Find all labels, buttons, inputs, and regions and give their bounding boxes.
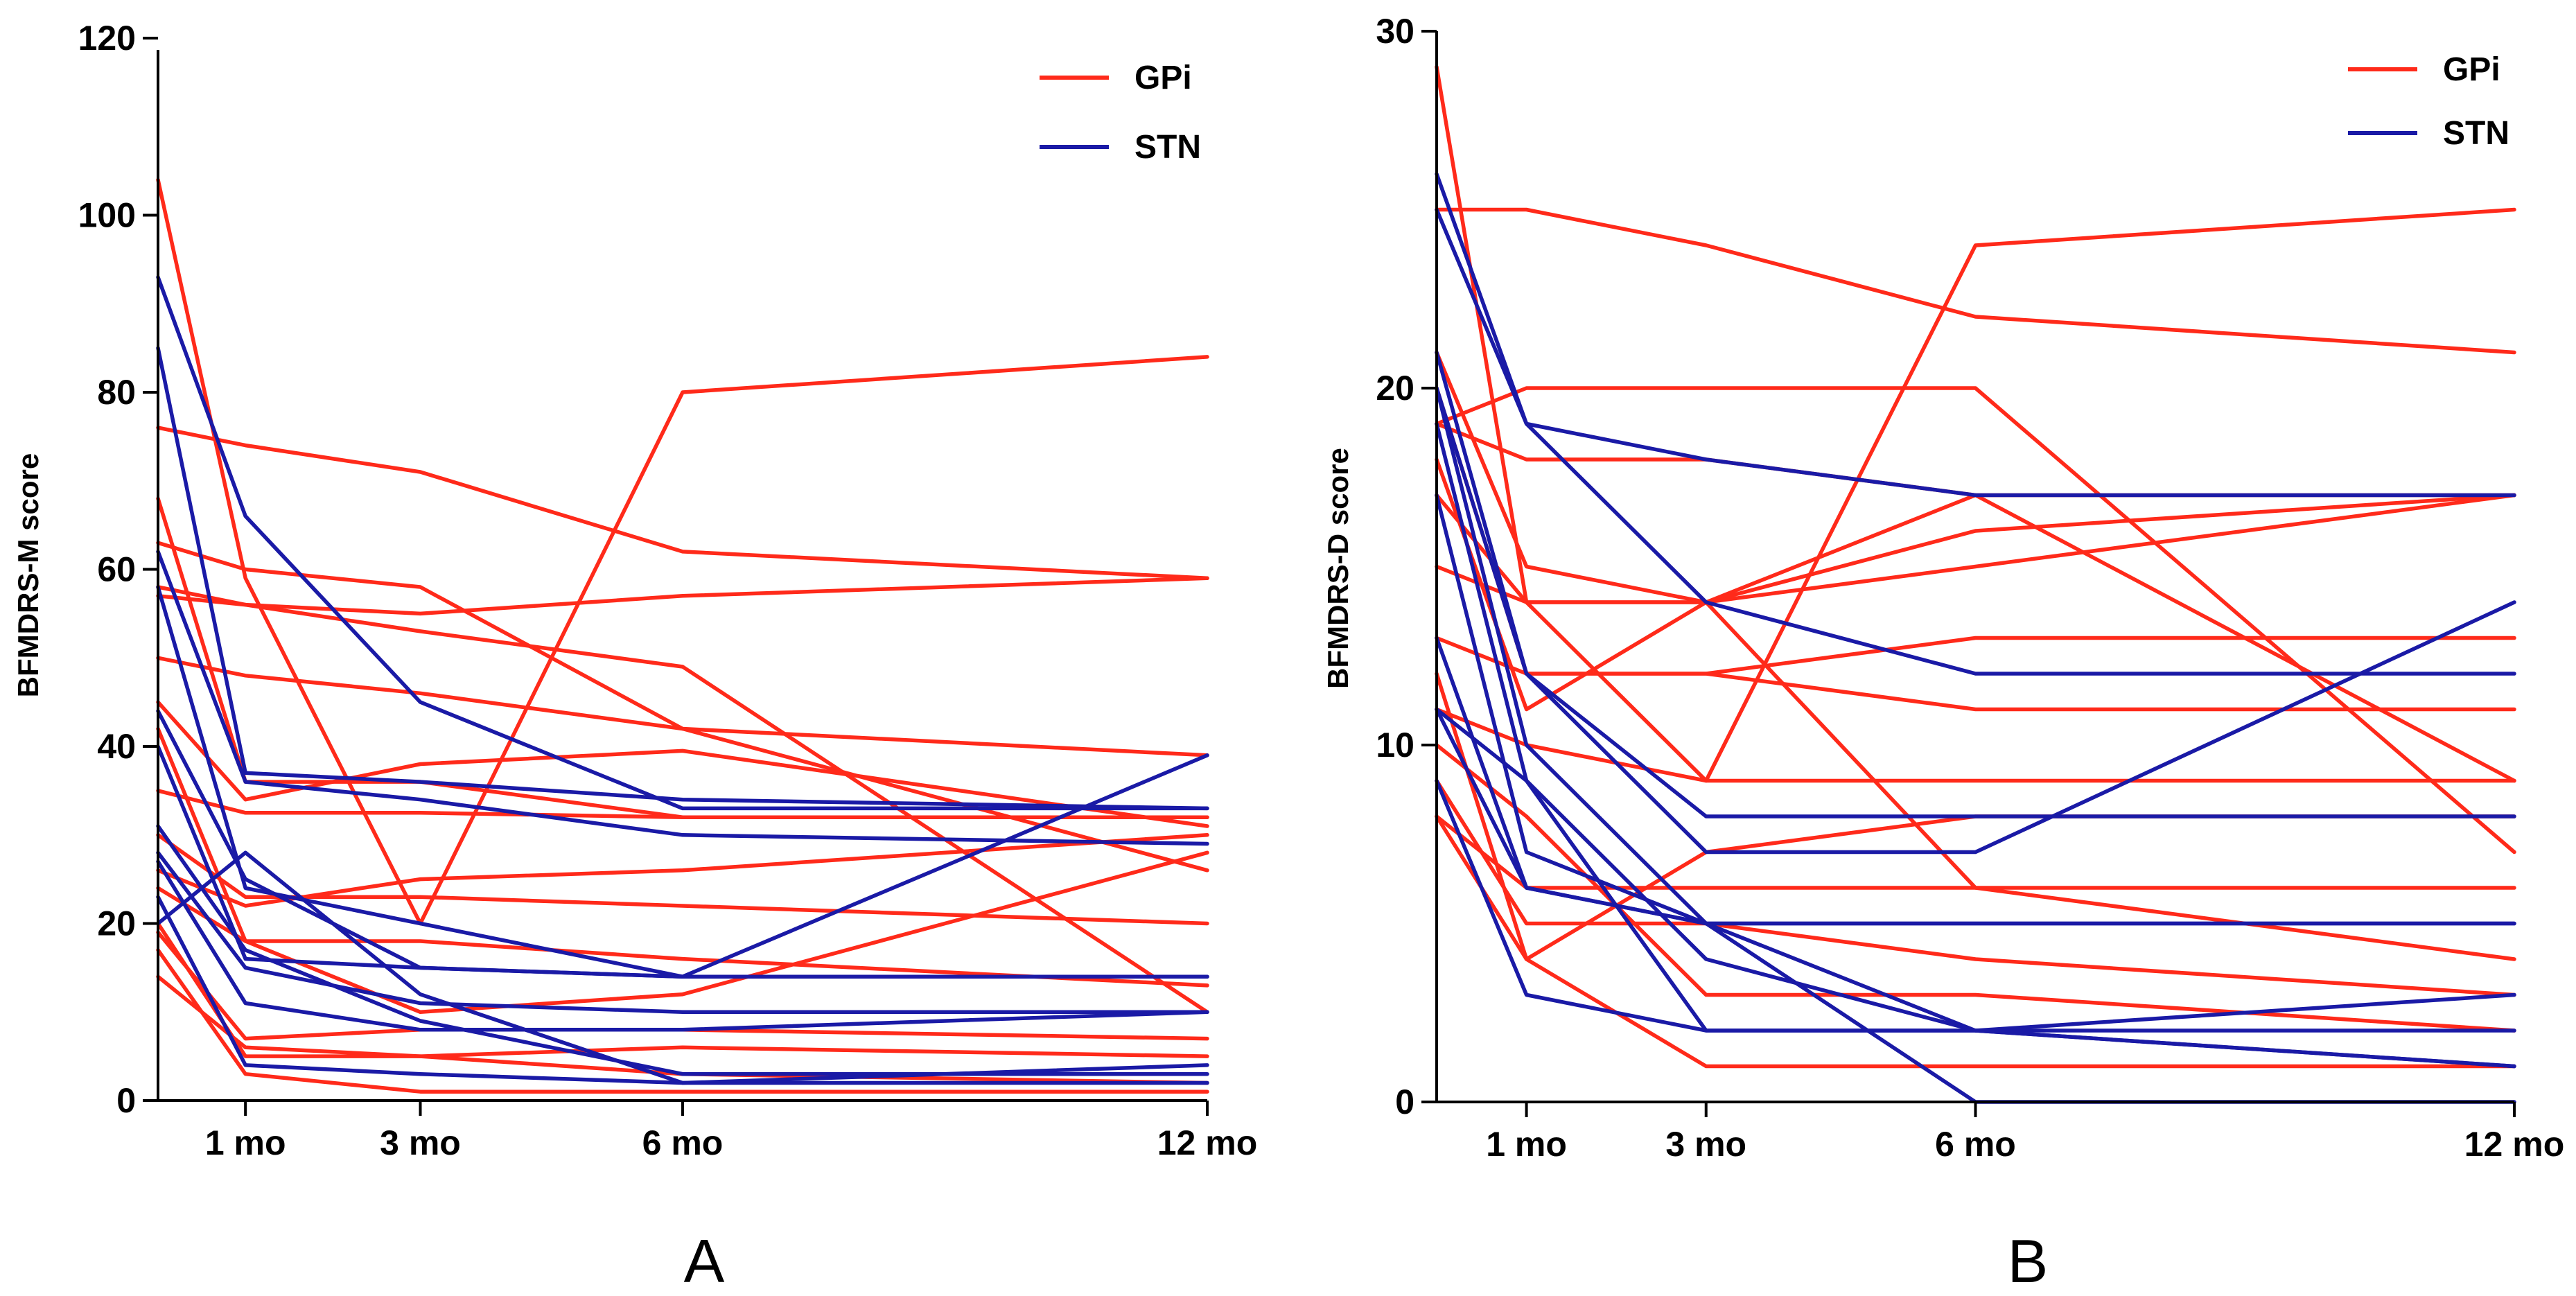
series-line-gpi-8 (156, 700, 1209, 828)
y-ticks: 0 10 20 30 (1376, 12, 1437, 1121)
series-line-gpi-10 (156, 789, 1209, 819)
x-ticks: 1 mo 3 mo 6 mo 12 mo (205, 1101, 1257, 1162)
series-line-gpi-7 (156, 656, 1209, 758)
x-tick-label: 6 mo (642, 1123, 724, 1162)
series-line-stn-25 (156, 850, 1209, 1015)
series-line-gpi-12 (1435, 743, 2516, 1033)
series-line-stn-26 (156, 859, 1209, 1032)
series-line-gpi-6 (156, 594, 1209, 1015)
series-line-stn-18 (1435, 207, 2516, 676)
series-line-gpi-3 (156, 496, 1209, 819)
legend: GPi STN (1040, 60, 1201, 166)
y-tick-label: 60 (97, 550, 136, 589)
y-tick-label: 100 (78, 196, 136, 235)
y-tick-label: 0 (1395, 1083, 1414, 1121)
legend-label-gpi: GPi (1134, 60, 1192, 96)
series-line-stn-21 (156, 585, 1209, 979)
series-line-stn-26 (1435, 778, 2516, 1069)
legend-label-stn: STN (2443, 115, 2509, 152)
x-ticks: 1 mo 3 mo 6 mo 12 mo (1486, 1102, 2564, 1164)
y-tick-label: 40 (97, 727, 136, 766)
panel-label-b: B (2008, 1227, 2049, 1295)
legend-label-gpi: GPi (2443, 51, 2500, 88)
x-tick-label: 3 mo (380, 1123, 461, 1162)
y-axis-title: BFMDRS-M score (12, 453, 44, 697)
series-line-stn-23 (156, 744, 1209, 979)
series-line-stn-20 (156, 550, 1209, 846)
series-line-gpi-5 (156, 576, 1209, 616)
series-line-stn-19 (1435, 350, 2516, 855)
x-tick-label: 1 mo (1486, 1125, 1567, 1164)
series-line-gpi-2 (156, 426, 1209, 581)
y-tick-label: 80 (97, 373, 136, 412)
series-line-gpi-3 (1435, 350, 2516, 961)
y-ticks: 0 20 40 60 80 100 120 (78, 19, 158, 1120)
series-line-stn-19 (156, 346, 1209, 811)
x-tick-label: 1 mo (205, 1123, 286, 1162)
series-line-gpi-2 (1435, 207, 2516, 355)
chart-panel-a: 0 20 40 60 80 100 120 1 mo 3 mo 6 mo 12 mo BFMDRS… (12, 19, 1257, 1295)
series-lines (1435, 64, 2516, 1104)
series-line-gpi-16 (156, 948, 1209, 1094)
y-axis-title: BFMDRS-D score (1322, 448, 1354, 689)
x-tick-label: 12 mo (2464, 1125, 2565, 1164)
legend-label-stn: STN (1134, 129, 1201, 166)
series-line-stn-28 (156, 850, 1209, 1085)
y-tick-label: 20 (97, 904, 136, 943)
series-line-stn-22 (1435, 421, 2516, 1033)
series-line-gpi-9 (1435, 493, 2516, 604)
series-line-gpi-13 (156, 886, 1209, 988)
series-line-stn-18 (156, 275, 1209, 811)
series-line-gpi-6 (1435, 421, 2516, 498)
x-tick-label: 12 mo (1157, 1123, 1258, 1162)
series-line-gpi-12 (156, 833, 1209, 908)
series-line-gpi-16 (1435, 672, 2516, 1069)
series-lines (156, 177, 1209, 1094)
y-tick-label: 30 (1376, 12, 1414, 51)
series-line-stn-27 (156, 895, 1209, 1085)
y-tick-label: 20 (1376, 369, 1414, 408)
series-line-stn-20 (1435, 386, 2516, 818)
series-line-stn-24 (156, 824, 1209, 1076)
x-tick-label: 6 mo (1935, 1125, 2016, 1164)
y-tick-label: 10 (1376, 726, 1414, 764)
series-line-stn-17 (1435, 172, 2516, 498)
series-line-stn-27 (1435, 707, 2516, 1104)
legend: GPi STN (2348, 51, 2509, 152)
y-tick-label: 0 (116, 1081, 136, 1120)
series-line-stn-21 (1435, 386, 2516, 926)
series-line-gpi-15 (156, 930, 1209, 1041)
series-line-gpi-9 (156, 726, 1209, 1015)
panel-label-a: A (684, 1227, 725, 1295)
x-tick-label: 3 mo (1665, 1125, 1746, 1164)
chart-panel-b: 0 10 20 30 1 mo 3 mo 6 mo 12 mo BFMDRS-D score… (1322, 12, 2564, 1295)
y-tick-label: 120 (78, 19, 136, 58)
